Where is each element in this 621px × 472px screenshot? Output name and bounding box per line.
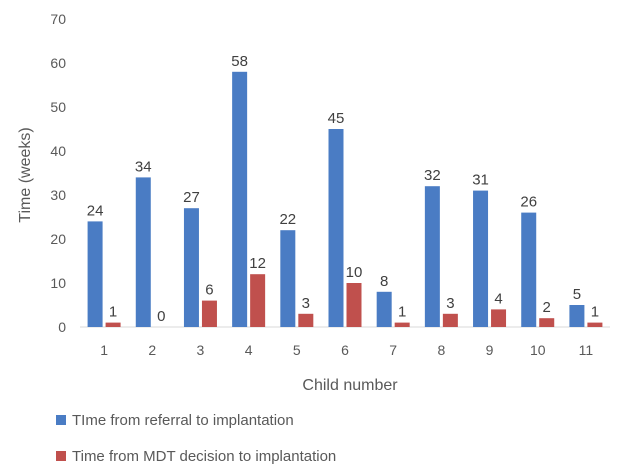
x-tick-label: 11	[579, 342, 594, 358]
bar-mdt	[298, 313, 314, 327]
bar-referral	[232, 71, 248, 327]
data-label-referral: 8	[380, 273, 388, 290]
bar-referral	[183, 208, 199, 327]
x-tick-label: 7	[389, 342, 397, 358]
data-label-referral: 45	[328, 110, 345, 127]
x-tick-label: 5	[293, 342, 301, 358]
bar-mdt	[105, 322, 121, 327]
data-label-referral: 24	[87, 202, 104, 219]
x-tick-label: 10	[530, 342, 546, 358]
y-tick-label: 0	[58, 319, 66, 335]
bar-referral	[280, 230, 296, 327]
bar-mdt	[201, 300, 217, 327]
data-label-referral: 27	[183, 189, 200, 206]
bar-referral	[473, 190, 489, 327]
y-axis-title: Time (weeks)	[17, 127, 34, 222]
data-label-mdt: 3	[446, 295, 454, 312]
data-label-mdt: 12	[249, 255, 266, 272]
legend-swatch	[56, 415, 66, 425]
x-tick-label: 9	[486, 342, 494, 358]
x-tick-label: 4	[245, 342, 253, 358]
x-axis-ticks: 1 2 3 4 5 6 7 8 9 10 11	[100, 342, 593, 358]
data-label-mdt: 4	[494, 290, 502, 307]
legend-label: TIme from referral to implantation	[72, 412, 294, 429]
y-axis-ticks: 0 10 20 30 40 50 60 70	[50, 11, 66, 335]
bar-referral	[521, 212, 537, 327]
x-tick-label: 8	[437, 342, 445, 358]
bar-mdt	[491, 309, 507, 327]
bar-mdt	[250, 274, 266, 327]
x-tick-label: 2	[148, 342, 156, 358]
data-label-referral: 5	[573, 286, 581, 303]
x-tick-label: 3	[197, 342, 205, 358]
y-tick-label: 70	[50, 11, 66, 27]
bar-referral	[328, 129, 344, 327]
y-tick-label: 40	[50, 143, 66, 159]
data-label-referral: 34	[135, 158, 152, 175]
bar-mdt	[346, 283, 362, 327]
bar-referral	[87, 221, 103, 327]
y-tick-label: 60	[50, 55, 66, 71]
bar-mdt	[394, 322, 410, 327]
data-label-referral: 58	[231, 53, 248, 70]
data-label-referral: 26	[520, 194, 537, 211]
y-tick-label: 10	[50, 275, 66, 291]
bar-mdt	[539, 318, 555, 327]
y-tick-label: 30	[50, 187, 66, 203]
bar-referral	[424, 186, 440, 327]
legend-label: Time from MDT decision to implantation	[72, 448, 336, 465]
y-tick-label: 50	[50, 99, 66, 115]
bar-referral	[376, 291, 392, 327]
data-label-mdt: 6	[205, 282, 213, 299]
data-label-referral: 31	[472, 172, 489, 189]
bar-referral	[569, 305, 585, 327]
data-label-mdt: 1	[398, 304, 406, 321]
data-label-mdt: 0	[157, 308, 165, 325]
data-label-mdt: 10	[346, 264, 363, 281]
legend-swatch	[56, 451, 66, 461]
data-label-mdt: 2	[543, 299, 551, 316]
bar-mdt	[587, 322, 603, 327]
data-label-mdt: 3	[302, 295, 310, 312]
data-label-referral: 32	[424, 167, 441, 184]
data-label-mdt: 1	[109, 304, 117, 321]
bar-referral	[135, 177, 151, 327]
data-label-mdt: 1	[591, 304, 599, 321]
x-tick-label: 6	[341, 342, 349, 358]
x-axis-title: Child number	[302, 377, 398, 394]
bar-mdt	[442, 313, 458, 327]
legend: TIme from referral to implantation Time f…	[56, 412, 336, 465]
x-tick-label: 1	[100, 342, 108, 358]
data-label-referral: 22	[279, 211, 296, 228]
y-tick-label: 20	[50, 231, 66, 247]
